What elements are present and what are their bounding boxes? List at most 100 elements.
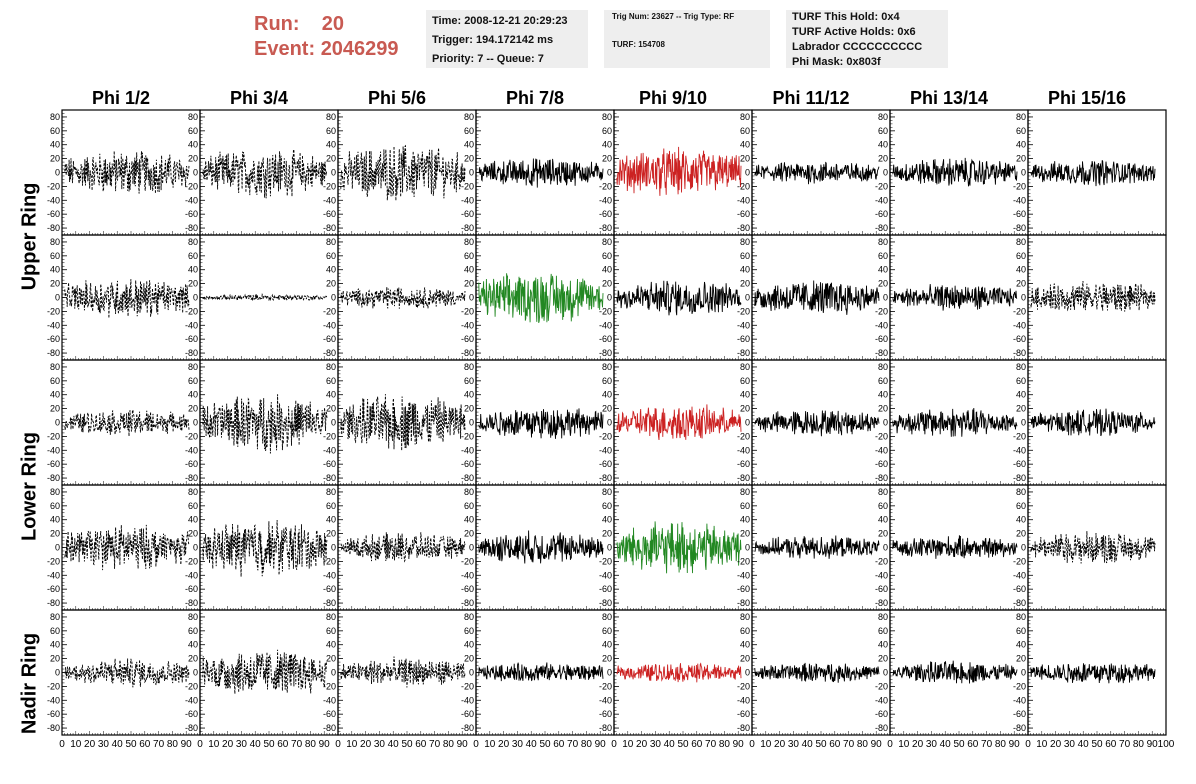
- y-tick-label: 80: [50, 112, 60, 122]
- y-tick-label: -40: [599, 320, 612, 330]
- waveform-trace: [64, 408, 190, 437]
- waveform-trace: [202, 394, 328, 454]
- x-tick-label: 10: [622, 739, 634, 750]
- y-tick-label: 60: [326, 376, 336, 386]
- waveform-trace: [892, 407, 1018, 437]
- waveform-trace: [340, 532, 466, 563]
- x-tick-label: 90: [181, 739, 193, 750]
- y-tick-label: -80: [185, 223, 198, 233]
- y-tick-label: 0: [331, 168, 336, 178]
- y-tick-label: -20: [599, 181, 612, 191]
- y-tick-label: -80: [875, 348, 888, 358]
- y-tick-label: -80: [1013, 598, 1026, 608]
- y-tick-label: -20: [599, 306, 612, 316]
- x-tick-label: 40: [526, 739, 538, 750]
- y-tick-label: 60: [1016, 126, 1026, 136]
- y-tick-label: 20: [326, 404, 336, 414]
- waveform-trace: [616, 521, 742, 574]
- y-tick-label: 20: [50, 529, 60, 539]
- y-tick-label: -60: [599, 459, 612, 469]
- y-tick-label: 80: [50, 362, 60, 372]
- waveform-trace: [1030, 531, 1156, 564]
- x-tick-label: 20: [84, 739, 96, 750]
- y-tick-label: 80: [878, 362, 888, 372]
- y-tick-label: 60: [464, 501, 474, 511]
- y-tick-label: -20: [323, 681, 336, 691]
- waveform-trace: [754, 410, 880, 437]
- y-tick-label: 80: [464, 362, 474, 372]
- y-tick-label: -60: [461, 584, 474, 594]
- x-tick-label: 50: [1091, 739, 1103, 750]
- y-tick-label: 40: [1016, 265, 1026, 275]
- y-tick-label: -40: [47, 445, 60, 455]
- waveform-trace: [1030, 160, 1156, 187]
- y-tick-label: 40: [740, 640, 750, 650]
- y-tick-label: -20: [185, 181, 198, 191]
- y-tick-label: 0: [193, 418, 198, 428]
- y-tick-label: -20: [875, 181, 888, 191]
- x-tick-label: 10: [760, 739, 772, 750]
- y-tick-label: 60: [50, 126, 60, 136]
- x-tick-label: 10: [70, 739, 82, 750]
- priority-line: Priority: 7 -- Queue: 7: [432, 53, 544, 65]
- y-tick-label: -40: [323, 570, 336, 580]
- waveform-trace: [892, 284, 1018, 311]
- x-tick-label: 30: [374, 739, 386, 750]
- y-tick-label: -40: [1013, 570, 1026, 580]
- y-tick-label: -20: [461, 306, 474, 316]
- y-tick-label: 0: [607, 293, 612, 303]
- y-tick-label: -40: [875, 695, 888, 705]
- y-tick-label: 40: [878, 390, 888, 400]
- y-tick-label: 0: [55, 668, 60, 678]
- y-tick-label: -40: [323, 695, 336, 705]
- y-tick-label: -80: [599, 223, 612, 233]
- y-tick-label: 20: [50, 654, 60, 664]
- x-tick-label: 20: [636, 739, 648, 750]
- y-tick-label: 40: [602, 265, 612, 275]
- y-tick-label: 0: [1021, 543, 1026, 553]
- y-tick-label: -60: [47, 709, 60, 719]
- y-tick-label: -20: [323, 431, 336, 441]
- column-title-3: Phi 5/6: [367, 88, 427, 108]
- x-tick-label: 90: [319, 739, 331, 750]
- y-tick-label: 40: [326, 515, 336, 525]
- y-tick-label: 0: [193, 293, 198, 303]
- y-tick-label: 80: [602, 612, 612, 622]
- y-tick-label: 60: [1016, 376, 1026, 386]
- y-tick-label: 80: [878, 112, 888, 122]
- x-tick-label: 0: [473, 739, 479, 750]
- y-tick-label: 80: [740, 237, 750, 247]
- x-tick-label: 0: [611, 739, 617, 750]
- y-tick-label: 80: [602, 362, 612, 372]
- y-tick-label: 80: [878, 612, 888, 622]
- y-tick-label: 20: [464, 654, 474, 664]
- panel-frame: [61, 609, 201, 736]
- x-tick-label: 70: [843, 739, 855, 750]
- y-tick-label: 80: [326, 612, 336, 622]
- waveform-trace: [64, 150, 190, 194]
- y-tick-label: 80: [740, 487, 750, 497]
- y-tick-label: -20: [875, 431, 888, 441]
- y-tick-label: -60: [875, 709, 888, 719]
- y-tick-label: 0: [55, 168, 60, 178]
- y-tick-label: 0: [469, 293, 474, 303]
- y-tick-label: 0: [607, 668, 612, 678]
- time-line: Time: 2008-12-21 20:29:23: [432, 15, 568, 27]
- y-tick-label: -80: [1013, 723, 1026, 733]
- y-tick-label: -60: [185, 584, 198, 594]
- y-tick-label: 60: [326, 251, 336, 261]
- y-tick-label: 80: [740, 612, 750, 622]
- y-tick-label: 80: [602, 487, 612, 497]
- y-tick-label: 0: [193, 668, 198, 678]
- x-tick-label: 90: [733, 739, 745, 750]
- x-tick-label: 20: [498, 739, 510, 750]
- y-tick-label: 80: [50, 612, 60, 622]
- y-tick-label: 80: [188, 112, 198, 122]
- y-tick-label: 40: [188, 140, 198, 150]
- y-tick-label: 60: [50, 626, 60, 636]
- y-tick-label: -40: [1013, 195, 1026, 205]
- y-tick-label: 0: [469, 668, 474, 678]
- y-tick-label: -60: [1013, 584, 1026, 594]
- waveform-trace: [64, 658, 190, 688]
- y-tick-label: -40: [1013, 695, 1026, 705]
